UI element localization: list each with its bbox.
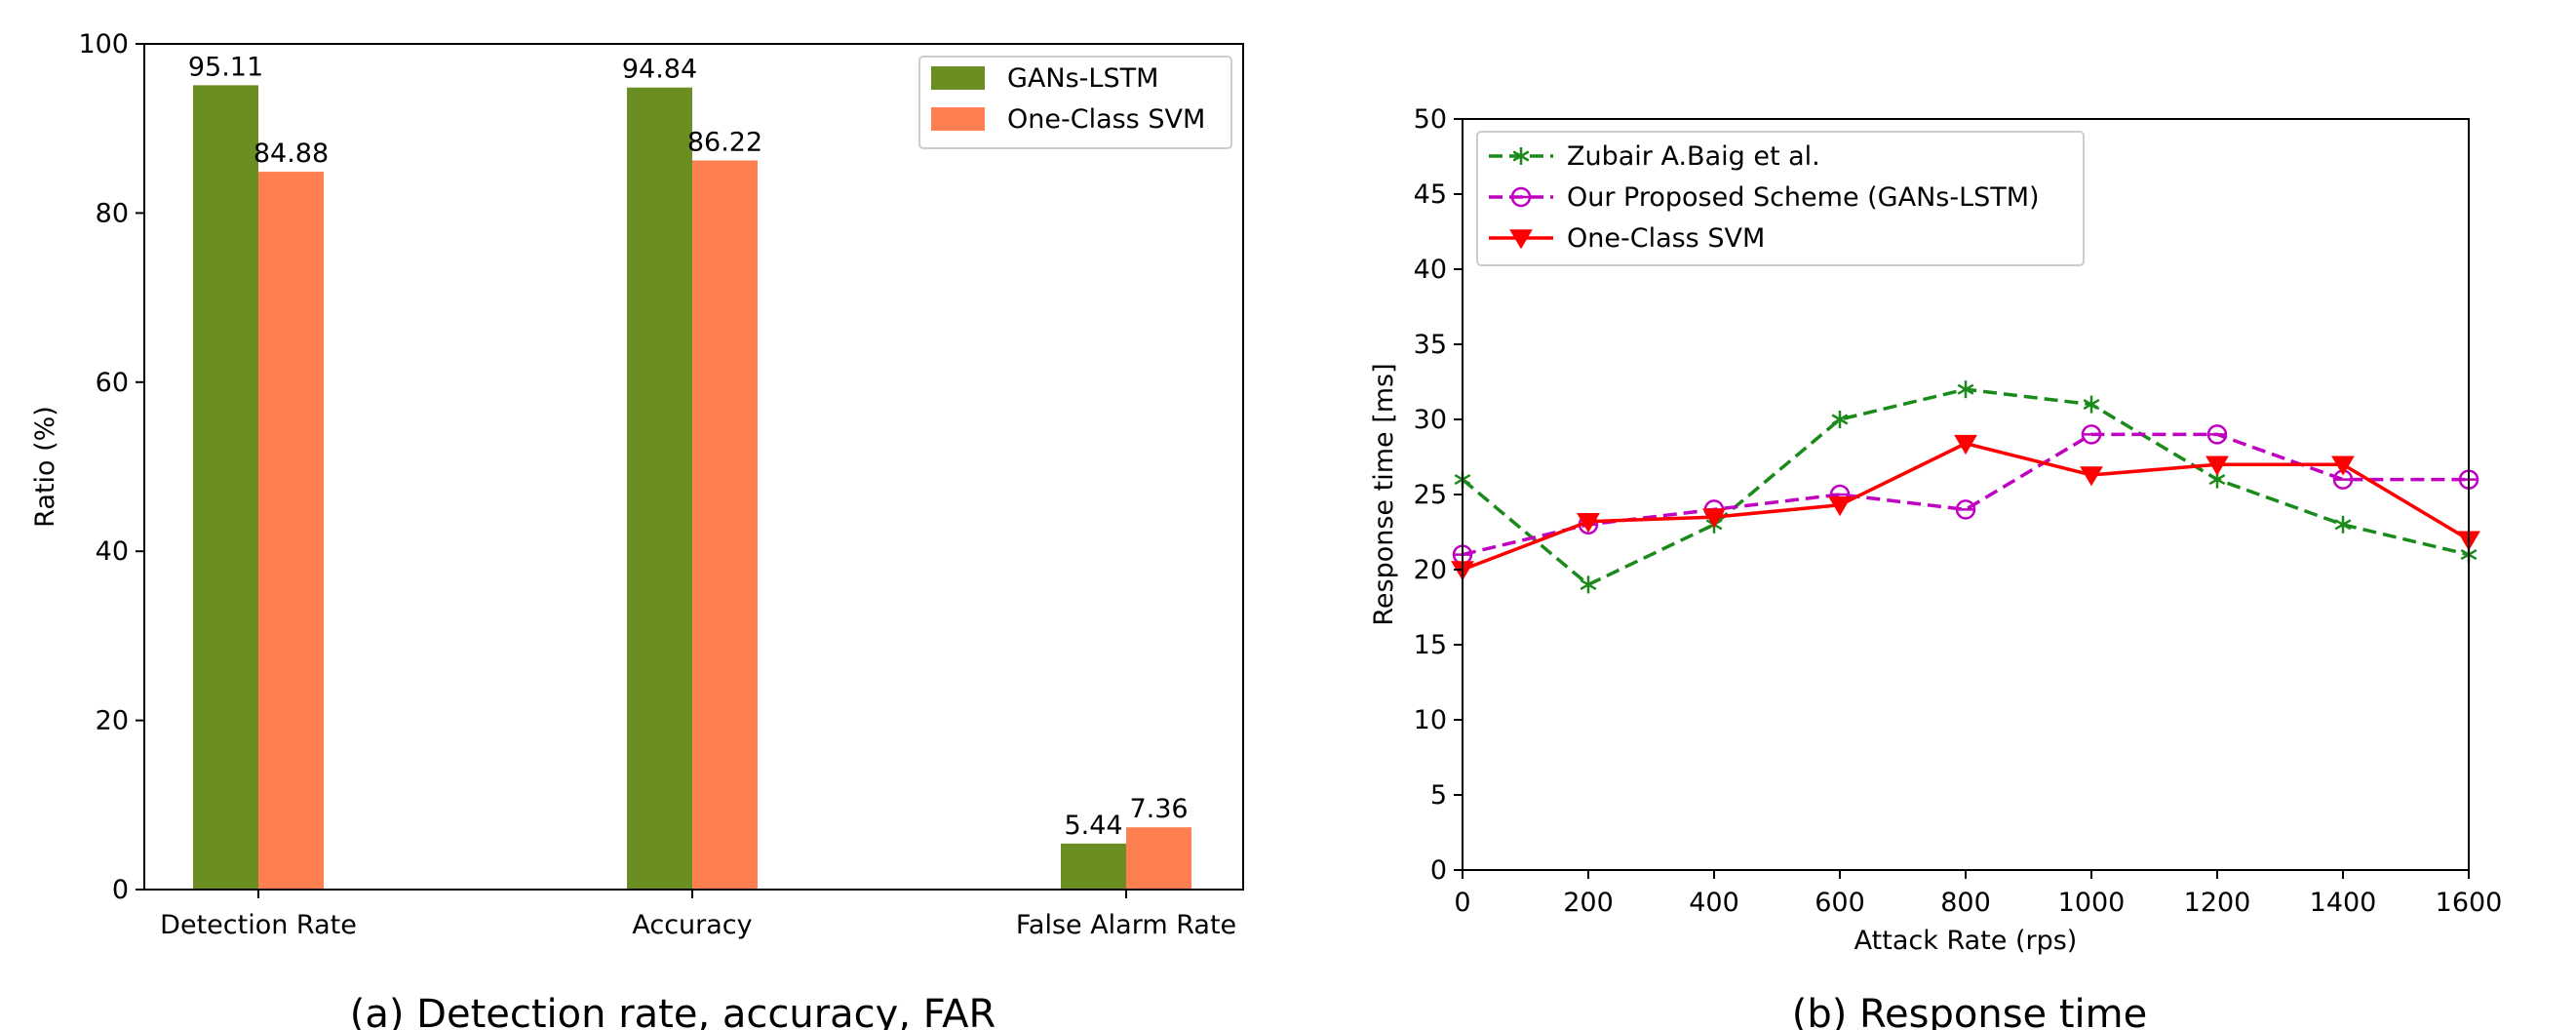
data-point: [1577, 512, 1600, 534]
x-axis-ticks: 0 200 400 600 800 1000 1200 1400 1600: [1454, 870, 2502, 918]
x-tick-label: 1000: [2058, 888, 2126, 918]
y-tick-label: 100: [78, 29, 129, 59]
y-tick-label: 20: [96, 706, 129, 736]
series-2: [1451, 434, 2480, 581]
data-label-group: 95.11 84.88 94.84 86.22 5.447.36: [188, 52, 1189, 840]
data-point: [2334, 519, 2352, 531]
x-tick-label: 1200: [2184, 888, 2251, 918]
y-axis-label: Response time [ms]: [1369, 363, 1399, 625]
y-tick-label: 0: [1430, 855, 1447, 886]
legend-marker: [1509, 229, 1533, 250]
data-point: [2205, 456, 2229, 476]
data-label: 7.36: [1129, 794, 1188, 824]
data-point: [2331, 456, 2355, 476]
x-axis-ticks: Detection Rate Accuracy False Alarm Rate: [160, 890, 1236, 940]
y-tick-label: 40: [96, 536, 129, 567]
series-0: [1454, 380, 2478, 594]
plot-frame: [143, 43, 1244, 891]
x-tick-label: 200: [1563, 888, 1614, 918]
x-tick-label: 1600: [2436, 888, 2503, 918]
x-axis-label: Attack Rate (rps): [1854, 926, 2078, 956]
x-tick-label: 600: [1815, 888, 1865, 918]
bar: [193, 85, 258, 890]
legend-label: One-Class SVM: [1567, 223, 1765, 254]
x-tick-label: 1400: [2310, 888, 2377, 918]
y-axis-ticks: 0 5 10 15 20 25 30 35 40 45 50: [1414, 104, 1463, 886]
line-chart-panel: 0 5 10 15 20 25 30 35 40 45 50 0 200 400 600 800 1000 12…: [1369, 104, 2502, 1030]
y-tick-label: 10: [1414, 705, 1447, 735]
x-tick-label: Accuracy: [632, 910, 752, 940]
y-tick-label: 20: [1414, 555, 1447, 585]
data-label: 94.84: [622, 55, 697, 85]
data-label: 95.11: [188, 52, 263, 82]
legend-label: Our Proposed Scheme (GANs-LSTM): [1567, 182, 2040, 213]
bar-chart-panel: 95.11 84.88 94.84 86.22 5.447.36 0 20 40 60 80 10…: [30, 29, 1244, 1030]
series-line: [1462, 441, 2470, 572]
bar: [1061, 843, 1126, 890]
x-tick-label: 0: [1454, 888, 1470, 918]
x-tick-label: 400: [1689, 888, 1739, 918]
y-tick-label: 5: [1430, 780, 1447, 811]
legend-swatch: [931, 66, 985, 90]
x-tick-label: Detection Rate: [160, 910, 357, 940]
legend-label: GANs-LSTM: [1007, 63, 1158, 94]
y-tick-label: 80: [96, 198, 129, 228]
y-tick-label: 15: [1414, 630, 1447, 660]
series-line: [1461, 387, 2470, 587]
y-tick-label: 45: [1414, 179, 1447, 210]
data-label: 86.22: [687, 127, 762, 157]
x-tick-label: False Alarm Rate: [1016, 910, 1236, 940]
bar: [692, 160, 758, 890]
y-axis-ticks: 0 20 40 60 80 100: [78, 29, 144, 905]
y-tick-label: 40: [1414, 255, 1447, 285]
legend-marker: [1512, 150, 1530, 162]
data-point: [1957, 383, 1974, 395]
data-point: [1580, 578, 1597, 590]
bar: [627, 87, 692, 891]
plot-frame: [1462, 118, 2470, 871]
y-tick-label: 30: [1414, 405, 1447, 435]
legend-label: Zubair A.Baig et al.: [1567, 141, 1820, 172]
bar-group: [193, 85, 1191, 891]
legend: Zubair A.Baig et al. Our Proposed Scheme …: [1476, 131, 2085, 266]
y-tick-label: 60: [96, 368, 129, 398]
data-point: [1831, 414, 1849, 425]
legend-box: [918, 56, 1232, 149]
y-tick-label: 0: [112, 875, 129, 905]
data-point: [1828, 496, 1852, 517]
legend: GANs-LSTM One-Class SVM: [918, 56, 1232, 149]
caption: (a) Detection rate, accuracy, FAR: [350, 992, 996, 1030]
data-point: [2080, 466, 2103, 487]
data-point: [1702, 508, 1726, 529]
legend-box: [1476, 131, 2085, 266]
data-point: [1954, 434, 1977, 456]
legend-label: One-Class SVM: [1007, 104, 1205, 135]
data-point: [2208, 474, 2226, 486]
legend-swatch: [931, 107, 985, 131]
bar: [1126, 827, 1191, 890]
series-lines: [1451, 380, 2480, 594]
x-tick-label: 800: [1940, 888, 1991, 918]
data-point: [2083, 399, 2100, 411]
caption: (b) Response time: [1792, 992, 2148, 1030]
y-axis-label: Ratio (%): [30, 406, 60, 528]
data-label: 84.88: [254, 139, 329, 169]
y-tick-label: 50: [1414, 104, 1447, 135]
y-tick-label: 25: [1414, 480, 1447, 510]
data-label: 5.44: [1064, 811, 1122, 841]
bar: [258, 172, 324, 890]
y-tick-label: 35: [1414, 330, 1447, 360]
